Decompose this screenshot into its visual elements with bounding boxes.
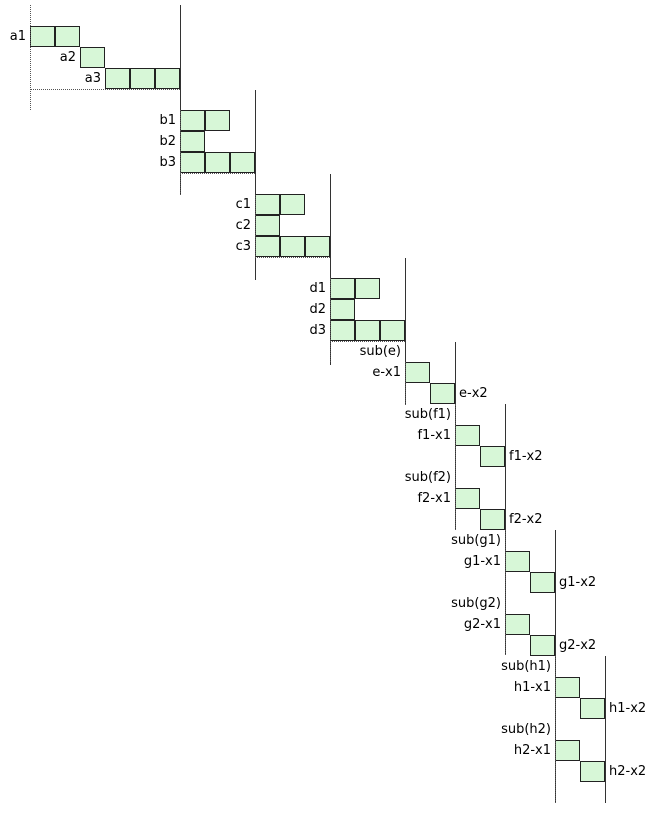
row-label-f1-x1: f1-x1 <box>417 428 451 443</box>
row-label-f2-x2: f2-x2 <box>509 512 543 527</box>
row-label-h2-x1: h2-x1 <box>513 743 551 758</box>
row-label-c1: c1 <box>235 197 251 212</box>
row-label-b3: b3 <box>159 155 176 170</box>
row-label-a2: a2 <box>59 50 76 65</box>
row-label-g2-x2: g2-x2 <box>559 638 597 653</box>
grid-cell <box>180 131 205 152</box>
vertical-guide-line <box>455 404 456 530</box>
row-label-b2: b2 <box>159 134 176 149</box>
horizontal-guide-line <box>180 173 255 174</box>
horizontal-guide-line <box>330 341 405 342</box>
row-label-d2: d2 <box>309 302 326 317</box>
vertical-guide-line <box>605 656 606 803</box>
grid-cell <box>255 194 280 215</box>
row-label-f1-x2: f1-x2 <box>509 449 543 464</box>
grid-cell <box>530 635 555 656</box>
vertical-guide-line <box>180 5 181 195</box>
vertical-guide-line <box>405 362 406 405</box>
grid-cell <box>355 278 380 299</box>
grid-cell <box>130 68 155 89</box>
row-label-h1-x2: h1-x2 <box>609 701 647 716</box>
row-label-e-x2: e-x2 <box>459 386 488 401</box>
grid-cell <box>530 572 555 593</box>
vertical-guide-line <box>505 530 506 655</box>
grid-cell <box>330 278 355 299</box>
grid-cell <box>430 383 455 404</box>
grid-cell <box>180 152 205 173</box>
grid-cell <box>80 47 105 68</box>
vertical-guide-line <box>555 656 556 803</box>
grid-cell <box>455 488 480 509</box>
grid-cell <box>380 320 405 341</box>
row-label-h2-x2: h2-x2 <box>609 764 647 779</box>
grid-cell <box>580 698 605 719</box>
vertical-guide-line <box>330 174 331 365</box>
row-label-g2-x1: g2-x1 <box>463 617 501 632</box>
row-label-subg2: sub(g2) <box>451 596 501 611</box>
grid-cell <box>255 215 280 236</box>
grid-cell <box>305 236 330 257</box>
row-label-g1-x1: g1-x1 <box>463 554 501 569</box>
row-label-c2: c2 <box>235 218 251 233</box>
grid-cell <box>230 152 255 173</box>
grid-cell <box>330 299 355 320</box>
row-label-e-x1: e-x1 <box>372 365 401 380</box>
vertical-guide-line <box>405 258 406 405</box>
grid-cell <box>280 194 305 215</box>
grid-cell <box>255 236 280 257</box>
row-label-a1: a1 <box>9 29 26 44</box>
grid-cell <box>355 320 380 341</box>
grid-cell <box>205 110 230 131</box>
row-label-b1: b1 <box>159 113 176 128</box>
grid-cell <box>30 26 55 47</box>
grid-cell <box>580 761 605 782</box>
grid-cell <box>505 551 530 572</box>
horizontal-guide-line <box>30 89 180 90</box>
grid-cell <box>480 509 505 530</box>
row-label-subf2: sub(f2) <box>404 470 451 485</box>
grid-cell <box>105 68 130 89</box>
grid-cell <box>205 152 230 173</box>
row-label-subg1: sub(g1) <box>451 533 501 548</box>
grid-cell <box>405 362 430 383</box>
vertical-guide-line <box>505 404 506 655</box>
grid-cell <box>180 110 205 131</box>
row-label-subf1: sub(f1) <box>404 407 451 422</box>
grid-cell <box>280 236 305 257</box>
vertical-guide-line <box>255 195 256 258</box>
vertical-guide-line <box>255 90 256 280</box>
row-label-subh2: sub(h2) <box>501 722 551 737</box>
row-label-h1-x1: h1-x1 <box>513 680 551 695</box>
row-label-c3: c3 <box>235 239 251 254</box>
row-label-d3: d3 <box>309 323 326 338</box>
row-label-a3: a3 <box>84 71 101 86</box>
row-label-sube: sub(e) <box>359 344 401 359</box>
grid-cell <box>555 740 580 761</box>
row-label-g1-x2: g1-x2 <box>559 575 597 590</box>
row-label-d1: d1 <box>309 281 326 296</box>
grid-cell <box>455 425 480 446</box>
horizontal-guide-line <box>255 257 330 258</box>
grid-cell <box>55 26 80 47</box>
row-label-subh1: sub(h1) <box>501 659 551 674</box>
grid-cell <box>555 677 580 698</box>
vertical-guide-line <box>180 110 181 195</box>
vertical-guide-line <box>330 278 331 362</box>
row-label-f2-x1: f2-x1 <box>417 491 451 506</box>
grid-cell <box>505 614 530 635</box>
grid-cell <box>155 68 180 89</box>
grid-cell <box>330 320 355 341</box>
vertical-guide-line <box>30 5 31 110</box>
grid-cell <box>480 446 505 467</box>
